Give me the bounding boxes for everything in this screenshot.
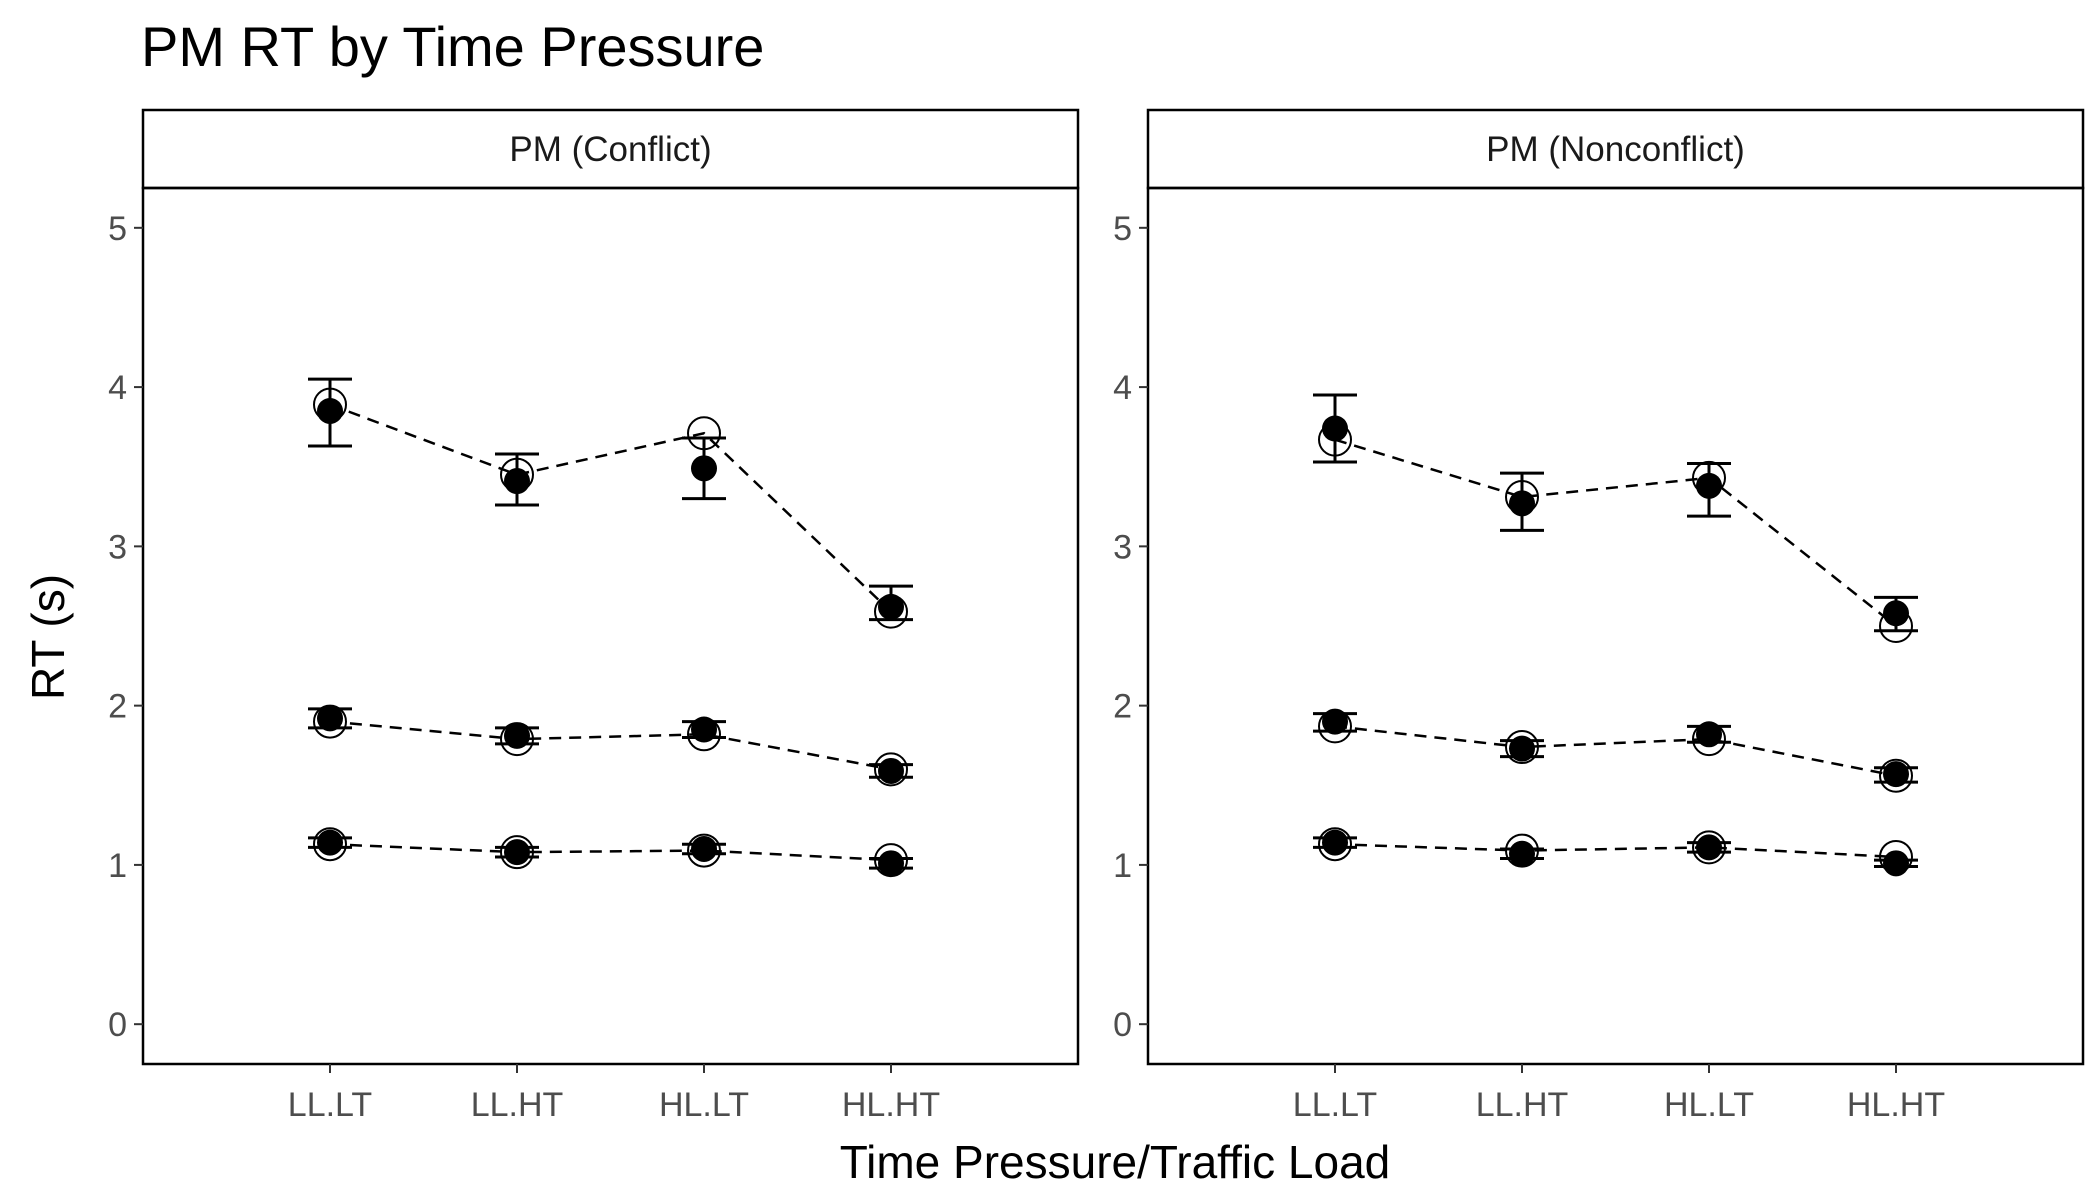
series-3 (308, 827, 913, 878)
panel-nonconflict: PM (Nonconflict) 0 1 2 3 4 5 LL.LT LL.HT HL.LT HL.… (1113, 108, 2085, 1124)
y-axis-title: RT (s) (22, 574, 74, 700)
predicted-point (1318, 827, 1352, 862)
x-tick-label: LL.HT (1476, 1086, 1569, 1124)
observed-point (504, 722, 530, 749)
series-1 (308, 377, 913, 629)
y-tick-label: 0 (108, 1006, 127, 1044)
x-tick-label: HL.HT (1847, 1086, 1945, 1124)
series-2 (1313, 708, 1918, 793)
x-tick-label: LL.LT (288, 1086, 372, 1124)
strip-label: PM (Nonconflict) (1486, 130, 1745, 169)
observed-point (1696, 721, 1722, 748)
predicted-point (313, 827, 347, 862)
observed-point (1322, 415, 1348, 442)
predicted-point (874, 752, 908, 787)
observed-point (878, 757, 904, 784)
predicted-point (500, 835, 534, 870)
panel-border (141, 186, 1080, 1066)
observed-point (317, 397, 343, 424)
y-tick-label: 5 (108, 210, 127, 248)
observed-point (1883, 761, 1909, 788)
observed-point (1509, 735, 1535, 762)
chart-title: PM RT by Time Pressure (141, 15, 764, 78)
observed-point (878, 850, 904, 877)
prediction-line (1334, 725, 1897, 777)
observed-point (1322, 708, 1348, 735)
observed-point (691, 455, 717, 482)
panel-conflict: PM (Conflict) 0 1 2 3 4 5 LL.LT LL.HT HL.LT HL.HT (108, 108, 1080, 1124)
observed-point (1696, 472, 1722, 499)
series-1 (1313, 393, 1918, 643)
observed-point (1322, 829, 1348, 856)
y-tick-label: 1 (108, 847, 127, 885)
strip-background (1146, 108, 2085, 190)
predicted-point (687, 833, 721, 868)
x-tick-label: HL.LT (1664, 1086, 1754, 1124)
x-tick-label: HL.LT (659, 1086, 749, 1124)
predicted-point (1692, 830, 1726, 865)
x-tick-label: LL.LT (1293, 1086, 1377, 1124)
y-tick-label: 0 (1113, 1006, 1132, 1044)
prediction-line (329, 720, 892, 771)
y-tick-label: 4 (108, 369, 127, 407)
prediction-line (329, 403, 892, 613)
observed-point (504, 468, 530, 495)
observed-point (1883, 850, 1909, 877)
x-tick-label: HL.HT (842, 1086, 940, 1124)
x-tick-label: LL.HT (471, 1086, 564, 1124)
observed-point (1883, 600, 1909, 627)
observed-point (317, 829, 343, 856)
observed-point (878, 593, 904, 620)
observed-point (504, 839, 530, 866)
strip-background (141, 108, 1080, 190)
y-tick-label: 1 (1113, 847, 1132, 885)
y-tick-label: 2 (1113, 688, 1132, 726)
series-3 (1313, 827, 1918, 877)
predicted-point (1879, 758, 1913, 793)
prediction-line (1334, 842, 1897, 859)
strip-label: PM (Conflict) (509, 130, 711, 169)
y-tick-label: 3 (1113, 528, 1132, 566)
x-axis-title: Time Pressure/Traffic Load (840, 1136, 1391, 1188)
y-tick-label: 3 (108, 528, 127, 566)
observed-point (317, 705, 343, 732)
observed-point (691, 716, 717, 743)
predicted-point (687, 416, 721, 451)
predicted-point (1505, 730, 1539, 765)
y-tick-label: 4 (1113, 369, 1132, 407)
observed-point (691, 835, 717, 862)
prediction-line (329, 842, 892, 862)
y-tick-label: 2 (108, 688, 127, 726)
prediction-line (1334, 438, 1897, 627)
panel-border (1146, 186, 2085, 1066)
observed-point (1509, 840, 1535, 867)
observed-point (1696, 834, 1722, 861)
series-2 (308, 704, 913, 787)
observed-point (1509, 490, 1535, 517)
y-tick-label: 5 (1113, 210, 1132, 248)
